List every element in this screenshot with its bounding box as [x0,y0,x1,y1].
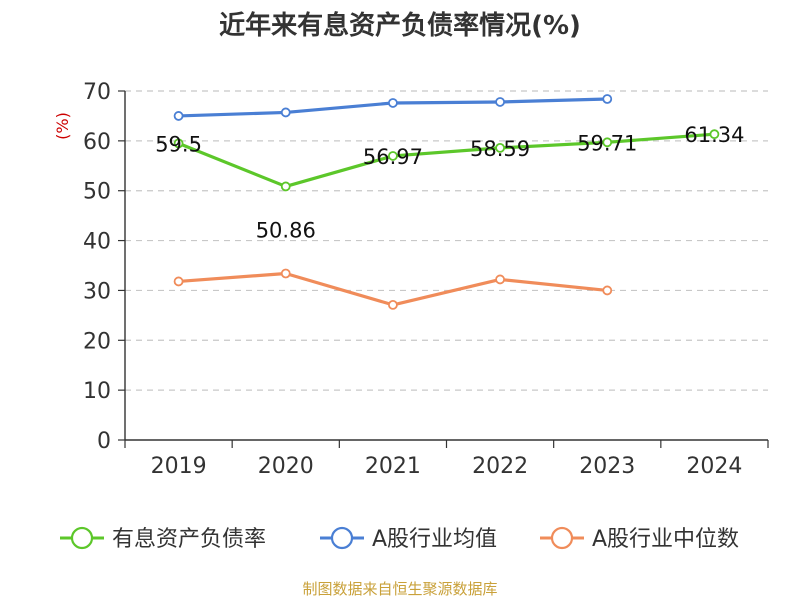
data-label: 61.34 [684,123,744,147]
y-tick-label: 40 [83,230,111,255]
x-tick-label: 2021 [365,454,421,479]
data-label: 50.86 [256,218,316,242]
x-tick-label: 2022 [472,454,528,479]
y-tick-label: 10 [83,379,111,404]
chart-title: 近年来有息资产负债率情况(%) [219,10,581,41]
axes: 0 10 20 30 40 50 60 70 2019 2020 2021 2022 2023 2024 [83,80,769,479]
legend-marker [550,526,574,550]
gridlines [125,90,768,391]
x-tick-label: 2023 [579,454,635,479]
data-point [173,138,184,149]
y-tick-label: 0 [97,429,111,454]
data-point [602,94,613,104]
source-note: 制图数据来自恒生聚源数据库 [302,580,497,598]
y-tick-label: 70 [83,80,111,105]
data-point [602,137,613,148]
legend-label: 有息资产负债率 [112,527,266,552]
x-tick-label: 2024 [686,454,742,479]
data-point [602,285,613,296]
x-tick-label: 2020 [258,454,314,479]
series-line [177,132,715,189]
series-layer [173,94,720,310]
data-point [280,107,291,118]
data-point [280,268,291,279]
data-label: 58.59 [470,137,530,161]
data-point [495,97,505,107]
data-labels: 59.5 50.86 56.97 58.59 59.71 61.34 [155,123,744,242]
legend-marker [70,526,94,550]
legend: 有息资产负债率 A股行业均值 A股行业中位数 [60,526,739,552]
data-point [388,299,398,310]
legend-label: A股行业均值 [372,527,497,552]
legend-marker [330,526,354,550]
data-point [173,111,184,121]
data-point [709,129,720,140]
y-tick-label: 30 [83,279,111,304]
y-axis-label: (%) [53,112,72,140]
data-label: 59.5 [155,132,202,156]
data-point [495,274,505,285]
y-tick-label: 60 [83,130,111,155]
x-tick-label: 2019 [151,454,207,479]
data-point [388,98,398,108]
data-point [495,142,505,153]
y-tick-label: 20 [83,329,111,354]
data-point [280,181,291,192]
data-point [388,151,398,161]
data-point [173,276,184,287]
data-label: 59.71 [577,131,637,155]
data-label: 56.97 [363,145,423,169]
y-tick-label: 50 [83,180,111,205]
legend-label: A股行业中位数 [592,527,739,552]
